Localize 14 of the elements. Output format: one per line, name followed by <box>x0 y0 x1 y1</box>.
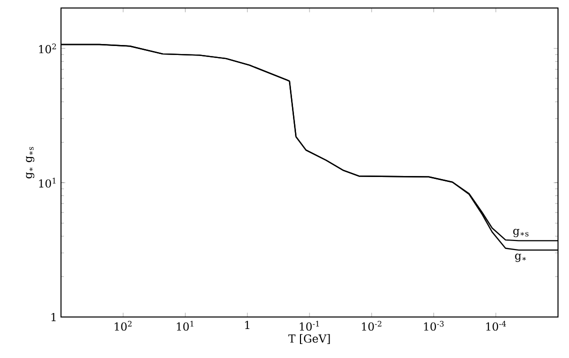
x-axis-title: T [GeV] <box>288 334 330 344</box>
x-tick-label: 10$^{2}$ <box>114 320 132 331</box>
y-tick-label: 1 <box>52 312 56 322</box>
x-tick-label: 10$^{-4}$ <box>486 320 506 331</box>
x-tick-label: 10$^{-1}$ <box>300 320 319 331</box>
y-tick-label: 10$^{1}$ <box>39 178 56 188</box>
x-tick-label: 10$^{1}$ <box>176 320 194 331</box>
x-tick-label: 10$^{-3}$ <box>424 320 444 331</box>
series-label: g$_{∗}$ <box>515 254 526 262</box>
y-tick-label: 10$^{2}$ <box>39 44 56 54</box>
series-label: g$_{∗s}$ <box>513 228 528 238</box>
y-axis-title: g$_{∗}$ g$_{∗s}$ <box>26 146 34 178</box>
x-tick-label: 10$^{-2}$ <box>362 320 382 331</box>
x-tick-label: 1 <box>245 320 250 329</box>
